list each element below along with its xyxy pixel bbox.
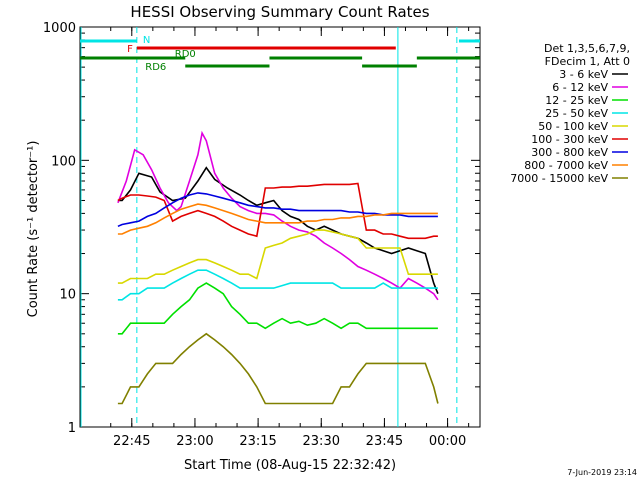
x-tick-label: 23:45 — [366, 434, 403, 449]
y-tick-label: 1 — [68, 421, 76, 436]
footer-timestamp: 7-Jun-2019 23:14 — [567, 468, 637, 477]
state-label: N — [143, 35, 150, 46]
legend-header: FDecim 1, Att 0 — [545, 55, 630, 68]
legend-label: 25 - 50 keV — [545, 107, 608, 120]
x-tick-label: 23:30 — [303, 434, 340, 449]
chart-title: HESSI Observing Summary Count Rates — [130, 3, 429, 21]
x-axis-label: Start Time (08-Aug-15 22:32:42) — [184, 458, 396, 473]
state-label: RD0 — [175, 49, 196, 60]
legend-label: 800 - 7000 keV — [524, 159, 608, 172]
legend-label: 12 - 25 keV — [545, 94, 608, 107]
series-line — [117, 332, 439, 405]
series-line — [117, 282, 438, 335]
series-line — [117, 182, 438, 240]
legend: Det 1,3,5,6,7,9,FDecim 1, Att 03 - 6 keV… — [510, 42, 630, 185]
x-tick-label: 23:15 — [239, 434, 276, 449]
legend-label: 7000 - 15000 keV — [510, 172, 608, 185]
plot-area: 1 10 100 1000 22:45 23:00 23:15 23:30 23:45 00:00… — [43, 21, 481, 449]
legend-label: 100 - 300 keV — [531, 133, 608, 146]
legend-label: 6 - 12 keV — [552, 81, 608, 94]
legend-label: 300 - 800 keV — [531, 146, 608, 159]
series-line — [117, 229, 438, 284]
legend-header: Det 1,3,5,6,7,9, — [544, 42, 630, 55]
series-line — [117, 166, 439, 294]
y-tick-label: 10 — [59, 288, 76, 303]
series-line — [117, 130, 439, 301]
state-label: F — [127, 44, 133, 55]
series-line — [117, 203, 438, 235]
x-tick-label: 23:00 — [176, 434, 213, 449]
state-label: RD6 — [145, 62, 166, 73]
y-axis-label: Count Rate (s⁻¹ detector⁻¹) — [26, 141, 41, 318]
y-tick-label: 1000 — [43, 21, 76, 36]
x-tick-label: 00:00 — [429, 434, 466, 449]
legend-label: 50 - 100 keV — [538, 120, 608, 133]
y-tick-label: 100 — [51, 154, 76, 169]
x-tick-label: 22:45 — [113, 434, 150, 449]
series-line — [117, 269, 438, 301]
axes-frame — [79, 26, 481, 428]
legend-label: 3 - 6 keV — [559, 68, 608, 81]
